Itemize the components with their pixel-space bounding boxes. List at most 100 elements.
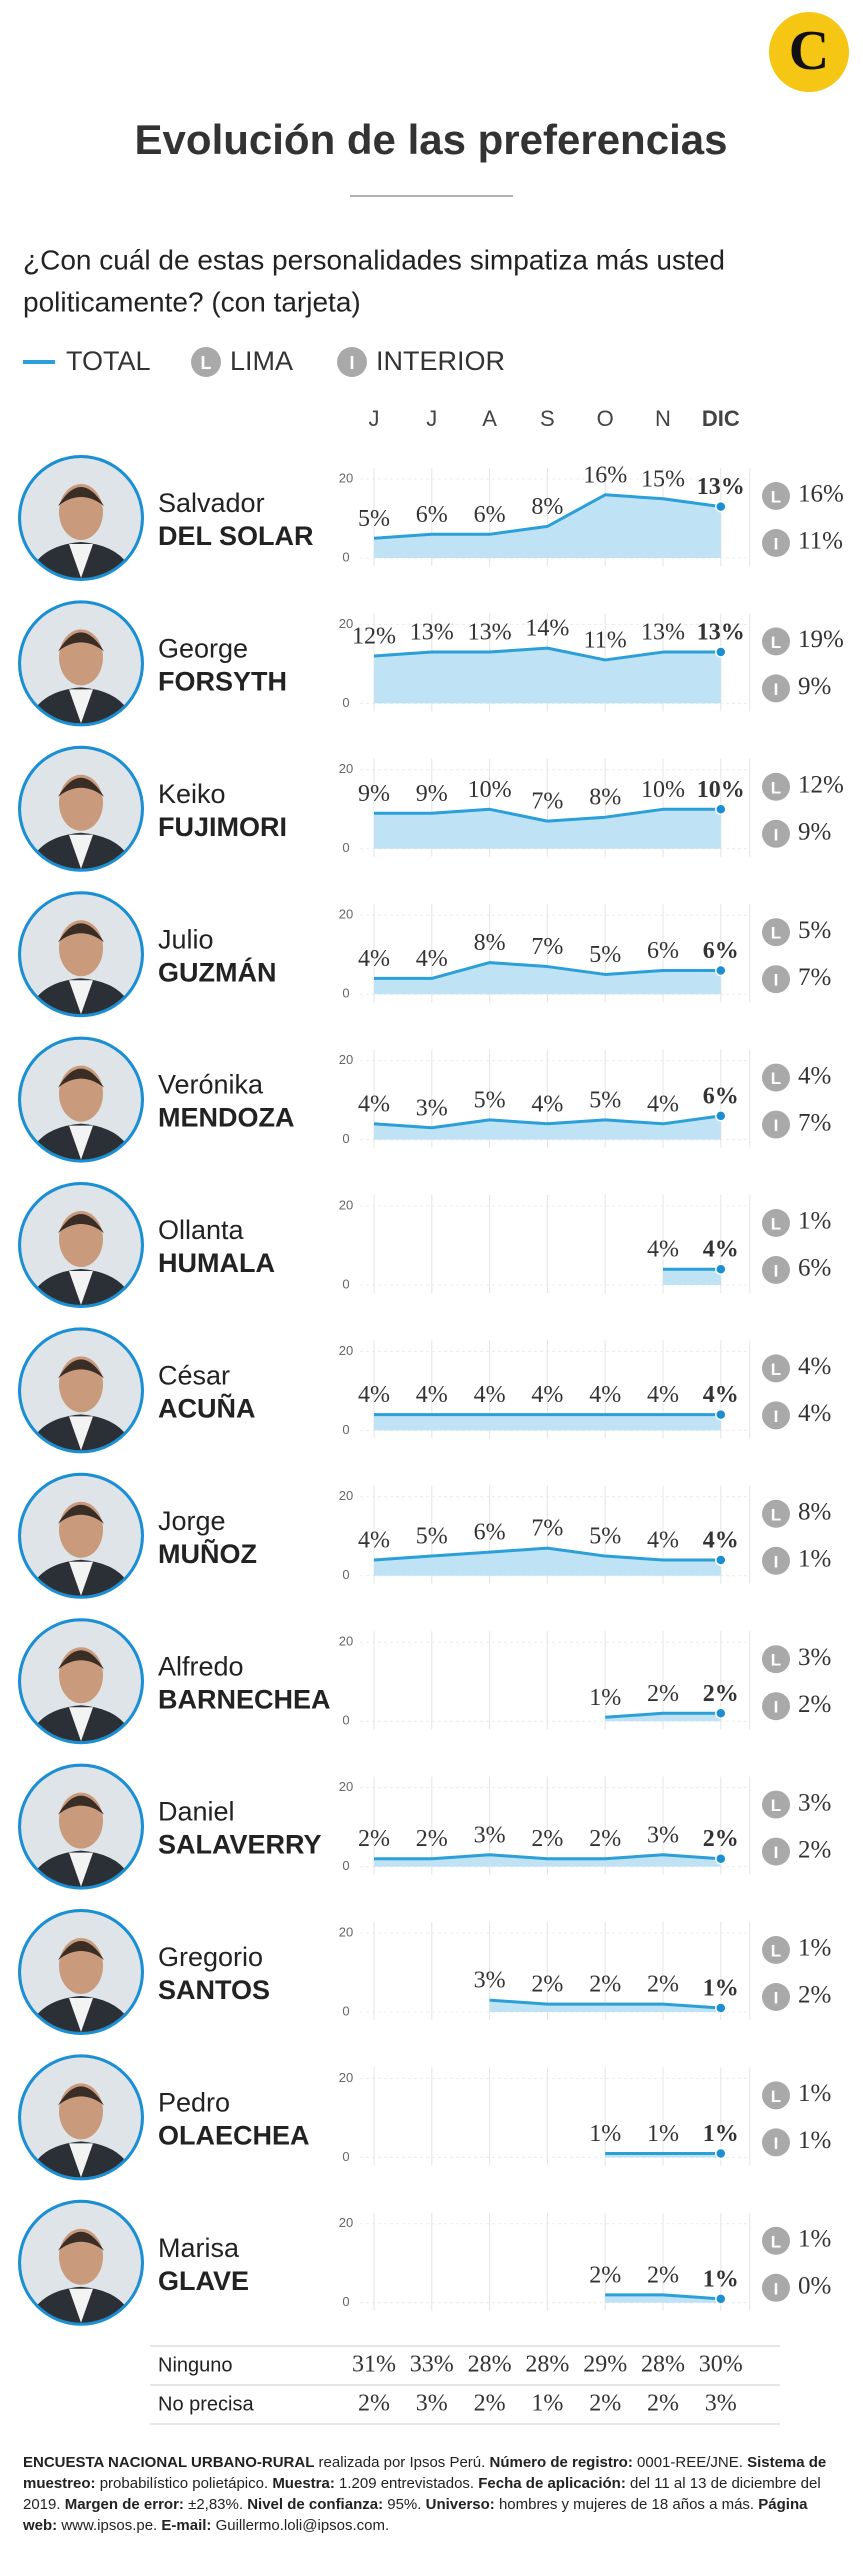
table-value: 29% xyxy=(583,2352,627,2378)
point xyxy=(715,964,727,977)
footer-text: del 11 al 13 de diciembre del 2019. xyxy=(23,2475,821,2513)
value-label: 4% xyxy=(647,1091,679,1117)
value-label: 4% xyxy=(358,946,390,972)
last-name: HUMALA xyxy=(158,1248,275,1278)
lima-value: 19% xyxy=(798,626,844,653)
value-label: 3% xyxy=(647,1822,679,1848)
portrait xyxy=(21,2057,141,2178)
interior-icon: I xyxy=(774,2134,779,2153)
value-label: 1% xyxy=(703,2266,739,2292)
interior-value: 11% xyxy=(798,528,843,555)
logo-badge xyxy=(769,12,849,92)
lima-icon: L xyxy=(771,924,781,943)
lima-value: 12% xyxy=(798,772,844,799)
table-value: 28% xyxy=(468,2352,512,2378)
portrait xyxy=(21,1912,141,2032)
portrait xyxy=(21,2202,141,2323)
table-value: 3% xyxy=(416,2391,448,2417)
portrait-hair xyxy=(58,777,104,797)
area xyxy=(663,1269,721,1285)
interior-icon-bg xyxy=(762,529,790,557)
first-name: Daniel xyxy=(158,1797,235,1827)
portrait xyxy=(21,748,141,869)
portrait-hair xyxy=(58,1650,104,1670)
interior-icon: I xyxy=(774,1698,779,1717)
footer-key: ENCUESTA NACIONAL URBANO-RURAL xyxy=(23,2454,315,2471)
portrait xyxy=(21,1766,141,1887)
interior-icon-bg xyxy=(762,674,790,703)
lima-icon: L xyxy=(771,1505,781,1524)
interior-icon: I xyxy=(774,825,779,844)
y-tick-label: 0 xyxy=(342,1567,349,1582)
value-label: 4% xyxy=(531,1091,563,1117)
line xyxy=(373,646,721,662)
footer-text: probabilístico polietápico. xyxy=(95,2475,273,2492)
value-label: 6% xyxy=(647,938,679,964)
y-tick-label: 20 xyxy=(339,1488,353,1503)
interior-value: 2% xyxy=(798,1691,831,1718)
table-value: 1% xyxy=(531,2391,563,2417)
month-label: A xyxy=(482,406,497,431)
value-label: 3% xyxy=(416,1095,448,1121)
lima-icon-bg xyxy=(762,1790,790,1819)
value-label: 4% xyxy=(416,946,448,972)
portrait xyxy=(21,1621,141,1742)
area xyxy=(605,1713,721,1722)
portrait xyxy=(21,458,141,578)
value-label: 13% xyxy=(641,620,685,646)
line xyxy=(374,1853,721,1861)
lima-icon: L xyxy=(771,1941,781,1960)
value-label: 1% xyxy=(703,1976,739,2002)
portrait-shirt xyxy=(69,544,93,578)
line xyxy=(489,1998,721,2010)
value-label: 6% xyxy=(474,1520,506,1546)
lima-icon-bg xyxy=(762,1063,790,1092)
point xyxy=(715,1263,727,1275)
lima-icon-bg xyxy=(762,2081,790,2110)
month-label: S xyxy=(540,406,555,431)
legend-interior-icon-bg xyxy=(337,347,367,377)
footer-text: www.ipsos.pe. xyxy=(57,2517,162,2534)
point xyxy=(715,2147,727,2160)
month-label: J xyxy=(369,406,380,431)
portrait-hair xyxy=(58,1504,104,1524)
footer-text: ±2,83%. xyxy=(183,2496,248,2513)
value-label: 4% xyxy=(703,1237,739,1263)
area xyxy=(489,2000,721,2012)
point xyxy=(715,646,727,658)
value-label: 10% xyxy=(697,777,745,803)
lima-icon: L xyxy=(771,1651,781,1670)
legend-lima-icon: L xyxy=(201,353,212,373)
interior-icon-bg xyxy=(762,1110,790,1139)
last-name: OLAECHEA xyxy=(158,2121,310,2151)
lima-icon: L xyxy=(771,2232,781,2251)
portrait xyxy=(21,1039,141,1160)
value-label: 5% xyxy=(589,942,621,968)
last-name: MUÑOZ xyxy=(158,1538,257,1569)
lima-icon-bg xyxy=(762,2226,790,2255)
interior-icon: I xyxy=(774,1261,779,1280)
lima-icon: L xyxy=(771,1214,781,1233)
y-tick-label: 0 xyxy=(342,840,349,855)
y-tick-label: 0 xyxy=(342,1713,349,1728)
value-label: 8% xyxy=(474,930,506,956)
logo: C xyxy=(789,20,829,82)
area xyxy=(605,2294,721,2303)
value-label: 12% xyxy=(352,624,396,650)
lima-icon-bg xyxy=(762,1499,790,1528)
table-value: 28% xyxy=(525,2352,569,2378)
portrait-shirt xyxy=(69,834,93,869)
first-name: César xyxy=(158,1361,230,1391)
portrait-hair xyxy=(58,632,104,652)
first-name: Julio xyxy=(158,924,214,954)
footer-text: realizada por Ipsos Perú. xyxy=(314,2454,490,2471)
table-value: 30% xyxy=(699,2352,743,2378)
question: politicamente? (con tarjeta) xyxy=(23,286,361,317)
month-label: N xyxy=(655,406,671,431)
line xyxy=(605,1711,721,1719)
interior-value: 4% xyxy=(798,1400,831,1427)
last-name: GLAVE xyxy=(158,2266,249,2296)
y-tick-label: 20 xyxy=(339,2070,353,2085)
point xyxy=(715,1110,727,1122)
value-label: 1% xyxy=(703,2121,739,2147)
